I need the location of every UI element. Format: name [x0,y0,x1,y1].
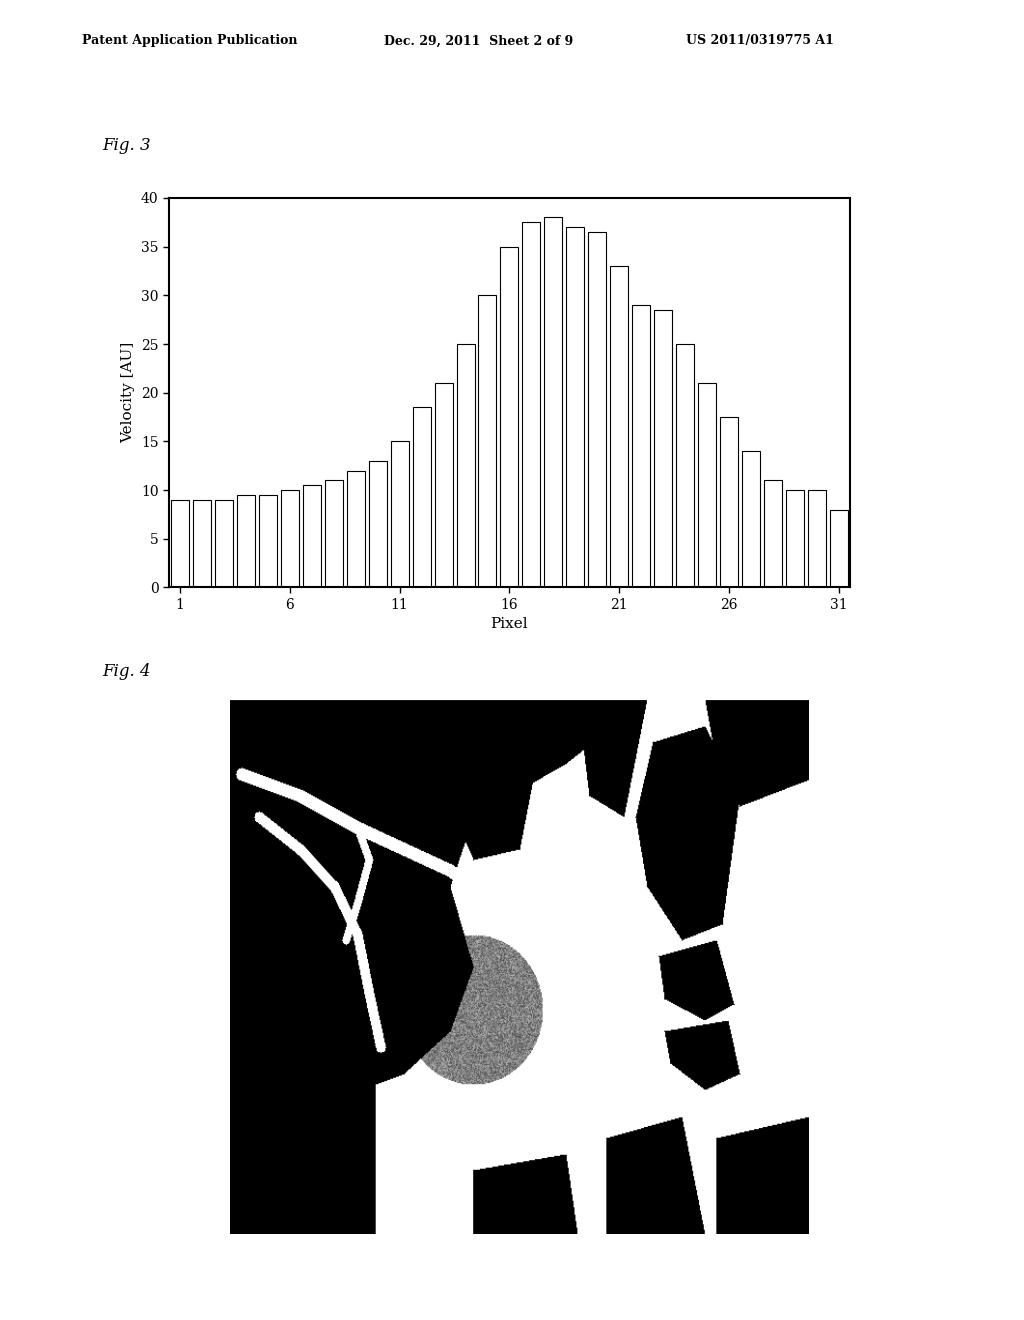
Text: Patent Application Publication: Patent Application Publication [82,34,297,48]
Bar [522,222,541,587]
Bar [501,247,518,587]
X-axis label: Pixel: Pixel [490,618,528,631]
Bar [259,495,276,587]
Bar [325,480,343,587]
Bar [434,383,453,587]
Bar [237,495,255,587]
Bar [215,500,232,587]
Text: Dec. 29, 2011  Sheet 2 of 9: Dec. 29, 2011 Sheet 2 of 9 [384,34,573,48]
Bar [610,267,629,587]
Text: Fig. 3: Fig. 3 [102,137,151,154]
Bar [808,490,826,587]
Bar [369,461,387,587]
Bar [764,480,782,587]
Text: US 2011/0319775 A1: US 2011/0319775 A1 [686,34,834,48]
Bar [654,310,672,587]
Bar [742,451,760,587]
Y-axis label: Velocity [AU]: Velocity [AU] [122,342,135,444]
Bar [347,470,365,587]
Bar [303,486,321,587]
Bar [457,345,474,587]
Bar [566,227,585,587]
Bar [589,232,606,587]
Bar [413,408,430,587]
Bar [171,500,189,587]
Bar [786,490,804,587]
Bar [193,500,211,587]
Bar [478,296,497,587]
Text: Fig. 4: Fig. 4 [102,663,151,680]
Bar [676,345,694,587]
Bar [281,490,299,587]
Bar [720,417,738,587]
Bar [829,510,848,587]
Bar [698,383,716,587]
Bar [390,441,409,587]
Bar [545,218,562,587]
Bar [632,305,650,587]
